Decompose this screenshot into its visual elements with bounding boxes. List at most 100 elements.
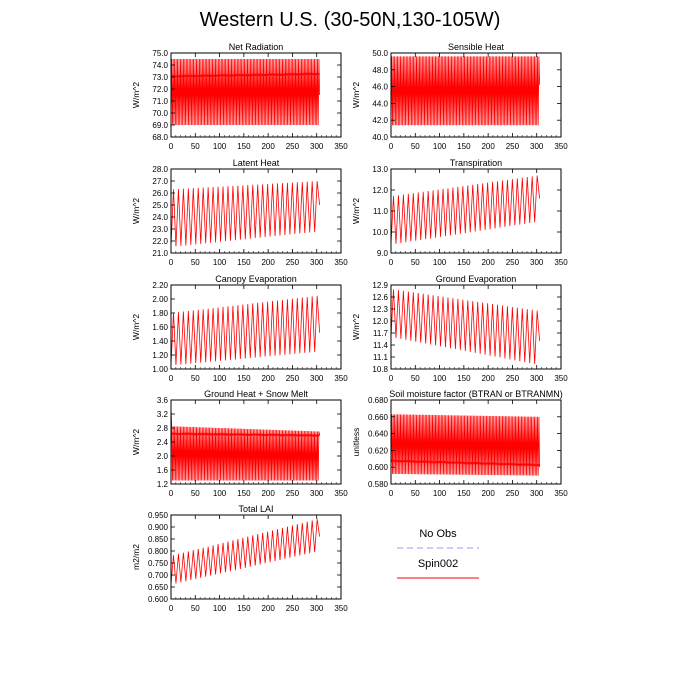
plot-frame [170, 514, 342, 600]
y-tick-label: 70.0 [152, 109, 168, 118]
x-tick-label: 300 [310, 374, 324, 383]
x-tick-label: 250 [506, 142, 520, 151]
y-tick-label: 9.0 [377, 249, 389, 258]
y-tick-label: 40.0 [372, 133, 388, 142]
x-tick-label: 350 [554, 258, 568, 267]
y-tick-label: 2.0 [157, 452, 169, 461]
x-tick-label: 300 [530, 142, 544, 151]
series-line [170, 58, 321, 126]
series-line [170, 519, 321, 585]
plot-frame [390, 399, 562, 485]
chart-panel: Ground Evaporation 0 50 100 150 200 250 300 350 1… [351, 274, 568, 383]
x-tick-label: 300 [530, 374, 544, 383]
y-axis-label: W/m^2 [131, 198, 141, 224]
series-line [170, 181, 321, 248]
x-tick-label: 150 [457, 258, 471, 267]
x-tick-label: 300 [310, 258, 324, 267]
x-tick-label: 200 [261, 142, 275, 151]
chart-panel: Net Radiation 0 50 100 150 200 250 300 350 68.0 69… [131, 42, 348, 151]
x-tick-label: 350 [554, 374, 568, 383]
chart-title: Transpiration [450, 158, 502, 168]
y-tick-label: 0.580 [368, 480, 389, 489]
x-tick-label: 50 [191, 258, 200, 267]
x-tick-label: 50 [191, 489, 200, 498]
x-tick-label: 100 [433, 258, 447, 267]
x-tick-label: 100 [213, 489, 227, 498]
x-tick-label: 200 [481, 489, 495, 498]
y-tick-label: 1.40 [152, 337, 168, 346]
x-tick-label: 200 [481, 374, 495, 383]
page-title: Western U.S. (30-50N,130-105W) [199, 9, 501, 31]
y-tick-label: 0.750 [148, 559, 169, 568]
x-tick-label: 300 [310, 604, 324, 613]
y-axis-label: unitless [351, 428, 361, 457]
plot-frame [390, 52, 562, 138]
y-tick-label: 11.4 [373, 341, 389, 350]
plot-frame [170, 52, 342, 138]
x-tick-label: 0 [389, 258, 394, 267]
y-tick-label: 69.0 [152, 121, 168, 130]
y-tick-label: 1.60 [152, 323, 168, 332]
series-line [170, 295, 321, 366]
y-tick-label: 71.0 [152, 97, 168, 106]
y-axis-label: W/m^2 [131, 314, 141, 340]
y-tick-label: 0.600 [368, 463, 389, 472]
y-axis-label: W/m^2 [131, 429, 141, 455]
y-tick-label: 73.0 [152, 73, 168, 82]
y-tick-label: 72.0 [152, 85, 168, 94]
legend-label: Spin002 [418, 558, 458, 570]
y-tick-label: 3.2 [157, 410, 169, 419]
x-tick-label: 250 [506, 489, 520, 498]
series-band [170, 71, 320, 78]
x-tick-label: 200 [261, 258, 275, 267]
x-tick-label: 100 [213, 258, 227, 267]
y-tick-label: 42.0 [372, 116, 388, 125]
y-tick-label: 0.650 [148, 583, 169, 592]
legend: No Obs Spin002 [397, 528, 479, 579]
y-tick-label: 26.0 [152, 189, 168, 198]
x-tick-label: 150 [457, 374, 471, 383]
y-tick-label: 1.20 [152, 351, 168, 360]
y-tick-label: 3.6 [157, 396, 169, 405]
x-tick-label: 250 [286, 604, 300, 613]
y-tick-label: 1.80 [152, 309, 168, 318]
x-tick-label: 150 [237, 258, 251, 267]
x-tick-label: 250 [286, 258, 300, 267]
y-tick-label: 21.0 [152, 249, 168, 258]
x-tick-label: 200 [481, 258, 495, 267]
y-tick-label: 0.660 [368, 413, 389, 422]
x-tick-label: 100 [433, 489, 447, 498]
y-tick-label: 2.4 [157, 438, 169, 447]
chart-title: Soil moisture factor (BTRAN or BTRANMN) [389, 389, 563, 399]
x-tick-label: 150 [237, 489, 251, 498]
y-tick-label: 11.7 [373, 329, 389, 338]
y-tick-label: 50.0 [372, 49, 388, 58]
x-tick-label: 350 [334, 142, 348, 151]
x-tick-label: 0 [169, 604, 174, 613]
y-tick-label: 0.850 [148, 535, 169, 544]
y-tick-label: 68.0 [152, 133, 168, 142]
y-axis-label: W/m^2 [351, 198, 361, 224]
y-tick-label: 12.6 [372, 293, 388, 302]
chart-title: Latent Heat [233, 158, 280, 168]
x-tick-label: 200 [261, 489, 275, 498]
plot-frame [390, 284, 562, 370]
y-tick-label: 1.00 [152, 365, 168, 374]
y-tick-label: 10.0 [372, 228, 388, 237]
x-tick-label: 50 [411, 489, 420, 498]
chart-panel: Sensible Heat 0 50 100 150 200 250 300 350 40.0 42… [351, 42, 568, 151]
series-line [390, 56, 541, 126]
y-axis-label: W/m^2 [131, 82, 141, 108]
y-axis-label: W/m^2 [351, 314, 361, 340]
chart-title: Sensible Heat [448, 42, 505, 52]
y-tick-label: 28.0 [152, 165, 168, 174]
series-line [390, 414, 541, 476]
chart-panel: Total LAI 0 50 100 150 200 250 300 350 0.600 0.650… [131, 504, 348, 613]
x-tick-label: 300 [310, 142, 324, 151]
y-tick-label: 0.600 [148, 595, 169, 604]
plot-frame [170, 168, 342, 254]
x-tick-label: 100 [213, 142, 227, 151]
y-tick-label: 0.800 [148, 547, 169, 556]
chart-title: Total LAI [238, 504, 273, 514]
